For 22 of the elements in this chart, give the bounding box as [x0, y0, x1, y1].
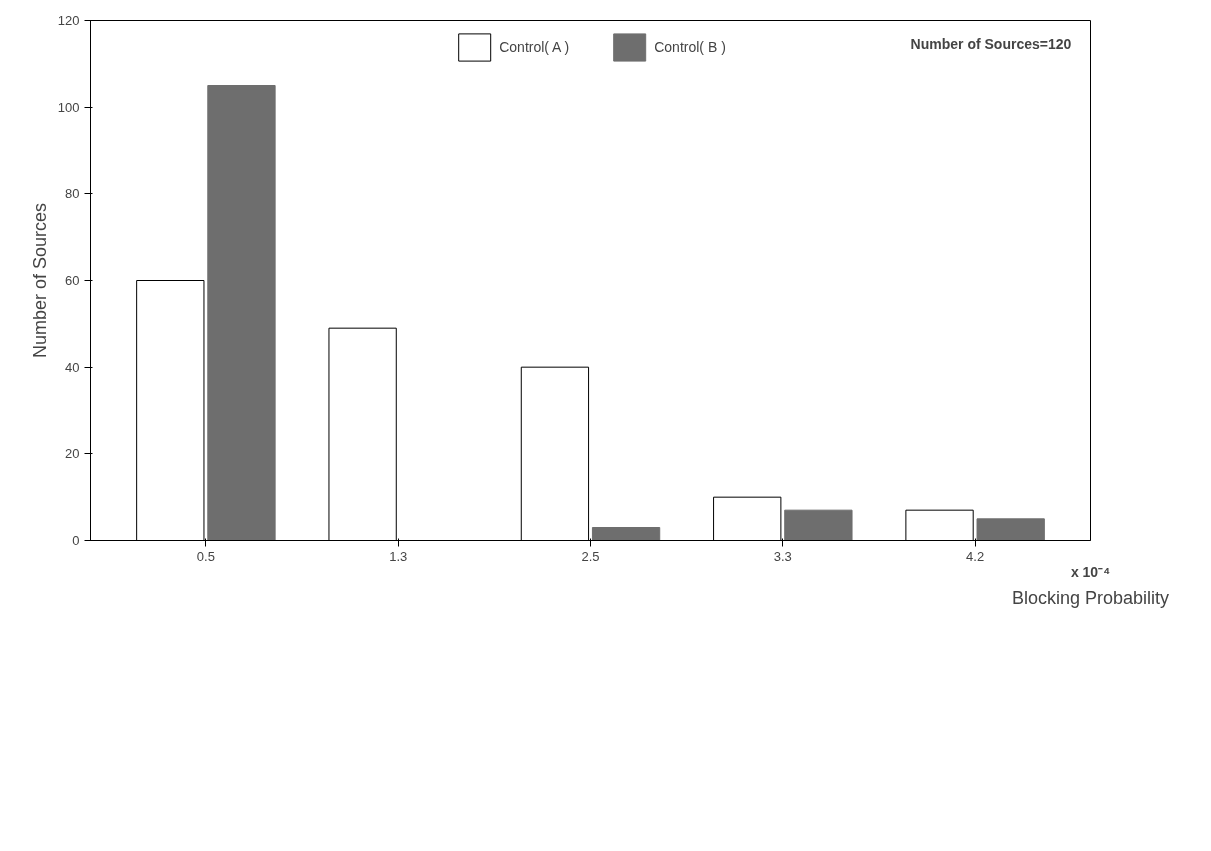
x-tick-label: 4.2 [966, 548, 985, 564]
y-tick-label: 40 [65, 359, 80, 375]
x-tick-label: 0.5 [196, 548, 215, 564]
y-tick-label: 100 [57, 99, 80, 115]
y-tick-label: 60 [65, 273, 80, 288]
legend-label: Control( B ) [654, 39, 726, 55]
text: x 10⁻⁴ [1070, 563, 1111, 580]
bar [591, 527, 661, 541]
bar [207, 85, 276, 541]
y-axis-title: Number of Sources [29, 202, 50, 359]
x-tick-label: 3.3 [773, 548, 792, 564]
y-tick-label: 80 [65, 186, 80, 202]
x-axis-title: Blocking Probability [1011, 587, 1170, 608]
x-tick-label: 1.3 [389, 548, 408, 564]
legend-label: Control( A ) [499, 39, 570, 55]
x-tick-label: 2.5 [581, 548, 600, 564]
y-tick-label: 0 [72, 533, 80, 548]
bar [784, 509, 853, 541]
bar [976, 518, 1045, 541]
annotation: Number of Sources=120 [910, 35, 1072, 52]
y-tick-label: 20 [65, 446, 80, 462]
y-tick-label: 120 [57, 13, 80, 28]
